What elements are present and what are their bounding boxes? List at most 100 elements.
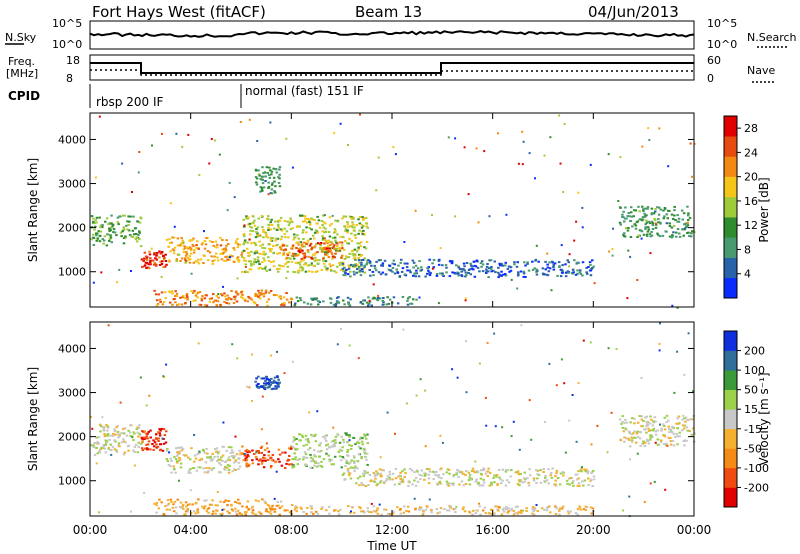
data-cell xyxy=(273,510,277,513)
data-cell xyxy=(382,301,385,303)
data-cell xyxy=(223,259,226,262)
data-cell xyxy=(283,467,287,469)
data-cell xyxy=(368,299,371,302)
data-cell xyxy=(235,513,239,516)
data-cell xyxy=(327,256,331,258)
data-cell xyxy=(260,445,264,448)
data-cell xyxy=(268,511,271,513)
data-cell xyxy=(259,244,262,247)
data-cell xyxy=(533,507,536,510)
data-cell xyxy=(360,268,364,271)
data-cell xyxy=(175,292,179,295)
data-cell xyxy=(408,296,411,298)
data-cell xyxy=(116,216,120,219)
data-cell xyxy=(630,215,634,218)
data-cell xyxy=(287,463,291,466)
data-cell xyxy=(506,267,510,270)
data-cell xyxy=(363,511,366,514)
data-cell xyxy=(118,215,121,218)
data-cell xyxy=(629,236,633,238)
data-cell xyxy=(310,262,313,265)
data-cell xyxy=(464,299,467,302)
data-cell xyxy=(333,443,336,446)
data-cell xyxy=(357,357,360,360)
data-cell xyxy=(573,259,576,262)
data-cell xyxy=(126,228,129,231)
data-cell xyxy=(106,433,110,435)
data-cell xyxy=(364,448,367,451)
data-cell xyxy=(392,146,395,148)
data-cell xyxy=(320,268,324,271)
data-cell xyxy=(126,445,130,448)
data-cell xyxy=(276,243,279,246)
data-cell xyxy=(548,505,551,508)
data-cell xyxy=(298,439,301,442)
data-cell xyxy=(478,505,482,508)
data-cell xyxy=(406,303,410,306)
data-cell xyxy=(394,153,397,156)
data-cell xyxy=(346,223,350,226)
data-cell xyxy=(328,247,331,250)
data-cell xyxy=(322,248,325,251)
data-cell xyxy=(170,290,174,293)
data-cell xyxy=(532,510,535,512)
data-cell xyxy=(164,297,167,300)
data-cell xyxy=(429,509,433,512)
data-cell xyxy=(95,446,98,449)
data-cell xyxy=(270,465,273,467)
data-cell xyxy=(626,215,629,218)
data-cell xyxy=(560,271,564,274)
data-cell xyxy=(317,462,320,465)
data-cell xyxy=(194,260,197,263)
data-cell xyxy=(647,220,651,223)
data-cell xyxy=(683,444,686,447)
data-cell xyxy=(388,298,392,301)
data-cell xyxy=(303,252,307,255)
data-cell xyxy=(231,451,235,454)
y-tick-label: 4000 xyxy=(58,342,86,355)
data-cell xyxy=(215,447,219,450)
data-cell xyxy=(125,434,129,437)
data-cell xyxy=(187,256,190,259)
data-cell xyxy=(255,228,258,231)
data-cell xyxy=(239,453,242,456)
data-cell xyxy=(554,505,557,508)
data-cell xyxy=(412,266,415,269)
data-cell xyxy=(665,444,668,447)
data-cell xyxy=(676,228,680,230)
data-cell xyxy=(133,464,136,467)
data-cell xyxy=(665,213,668,216)
data-cell xyxy=(362,225,365,227)
data-cell xyxy=(117,436,120,439)
data-cell xyxy=(250,226,253,229)
data-cell xyxy=(374,510,378,513)
data-cell xyxy=(199,291,202,293)
data-cell xyxy=(359,245,363,248)
data-cell xyxy=(137,435,140,438)
data-cell xyxy=(109,443,112,446)
data-cell xyxy=(261,226,264,229)
data-cell xyxy=(378,481,382,484)
data-cell xyxy=(499,274,503,277)
data-cell xyxy=(566,259,569,262)
data-cell xyxy=(392,510,395,513)
data-cell xyxy=(117,444,120,447)
data-cell xyxy=(96,442,99,445)
data-cell xyxy=(645,219,648,222)
data-cell xyxy=(346,296,350,299)
data-cell xyxy=(275,470,278,473)
data-cell xyxy=(642,209,645,212)
data-cell xyxy=(681,228,684,231)
data-cell xyxy=(349,447,353,450)
data-cell xyxy=(237,292,240,295)
data-cell xyxy=(505,505,508,508)
data-cell xyxy=(305,465,308,467)
data-cell xyxy=(347,471,350,474)
data-cell xyxy=(102,445,106,448)
data-cell xyxy=(191,243,194,246)
data-cell xyxy=(571,482,574,485)
data-cell xyxy=(577,382,580,385)
data-cell xyxy=(399,261,402,264)
data-cell xyxy=(319,246,322,249)
data-cell xyxy=(445,266,448,269)
